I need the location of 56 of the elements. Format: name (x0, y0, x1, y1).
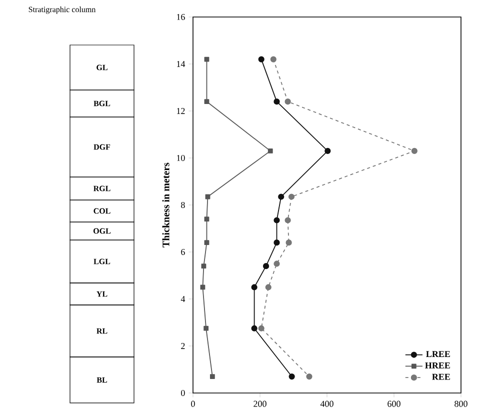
y-tick-label: 12 (176, 108, 185, 114)
x-tick-label: 0 (191, 400, 195, 407)
y-tick-label: 14 (176, 61, 186, 67)
point (268, 148, 273, 154)
point (286, 240, 292, 246)
point (201, 264, 206, 269)
text: RL (96, 328, 108, 334)
text: RGL (93, 186, 110, 192)
point (278, 194, 284, 200)
point (284, 98, 291, 105)
legend-label: REE (432, 374, 450, 380)
x-tick-label: 600 (388, 400, 400, 407)
point (204, 326, 209, 331)
point (306, 373, 312, 380)
point (288, 373, 295, 380)
y-tick-label: 16 (176, 14, 185, 20)
y-tick-label: 6 (181, 248, 185, 256)
y-tick-label: 0 (181, 390, 185, 396)
point (274, 260, 280, 267)
text: OGL (94, 228, 111, 234)
text: BL (96, 377, 108, 383)
y-tick-label: 2 (181, 343, 185, 349)
text: DGF (94, 144, 110, 150)
legend-label: LREE (426, 351, 450, 357)
y-tick-label: 4 (180, 296, 186, 302)
y-axis-title: Thickness in meters (162, 162, 170, 248)
point (210, 374, 215, 379)
x-tick-label: 400 (320, 400, 334, 407)
point (265, 284, 272, 290)
point (251, 325, 258, 332)
point (274, 217, 280, 224)
y-tick-label: 8 (181, 202, 185, 208)
text: BGL (94, 100, 110, 106)
point (324, 148, 331, 154)
legend-label: HREE (425, 362, 450, 368)
point (288, 194, 295, 200)
text: YL (96, 291, 108, 297)
point (274, 240, 280, 246)
y-tick-label: 10 (176, 154, 185, 162)
point (204, 216, 210, 222)
point (258, 325, 264, 332)
x-tick-label: 800 (454, 400, 468, 407)
point (251, 284, 258, 290)
point (258, 56, 264, 62)
point (411, 148, 418, 154)
point (204, 99, 210, 104)
point (284, 217, 291, 224)
point (270, 56, 276, 62)
x-tick-label: 200 (254, 400, 266, 407)
text: LGL (94, 258, 110, 264)
point (274, 98, 280, 105)
text: COL (94, 208, 110, 214)
text: Stratigraphic column (28, 6, 96, 14)
point (262, 263, 270, 270)
point (204, 240, 210, 246)
text: GL (96, 64, 108, 70)
